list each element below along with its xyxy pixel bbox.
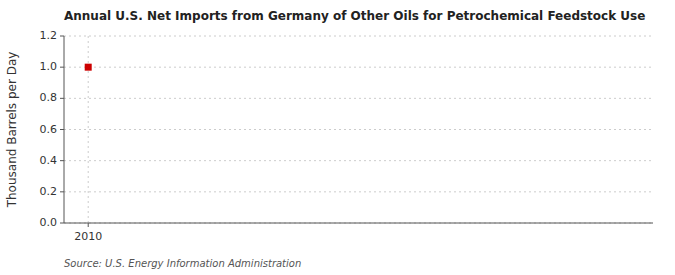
y-tick xyxy=(60,191,64,192)
chart-container: 0.0 0.2 0.4 0.6 0.8 1.0 1.2 2010 Annual U.S. Net… xyxy=(0,0,675,275)
y-tick-label: 1.0 xyxy=(40,60,58,73)
data-point xyxy=(85,64,92,71)
x-tick-label: 2010 xyxy=(74,230,102,243)
y-tick-label: 0.6 xyxy=(40,123,58,136)
y-tick xyxy=(60,36,64,37)
y-grid-line xyxy=(64,160,653,161)
y-tick xyxy=(60,129,64,130)
y-grid-line xyxy=(64,223,653,224)
y-tick-label: 1.2 xyxy=(40,29,58,42)
y-grid-line xyxy=(64,36,653,37)
page: {"chart_data": {"type": "scatter", "titl… xyxy=(0,0,675,275)
y-tick xyxy=(60,160,64,161)
y-grid-line xyxy=(64,129,653,130)
source-note: Source: U.S. Energy Information Administ… xyxy=(64,258,301,269)
data-marks xyxy=(85,64,92,71)
y-tick-label: 0.8 xyxy=(40,91,58,104)
chart-svg: 0.0 0.2 0.4 0.6 0.8 1.0 1.2 2010 Annual U.S. Net… xyxy=(0,0,675,275)
axes: 0.0 0.2 0.4 0.6 0.8 1.0 1.2 2010 xyxy=(40,29,654,243)
y-grid-line xyxy=(64,98,653,99)
y-tick xyxy=(60,98,64,99)
chart-title: Annual U.S. Net Imports from Germany of … xyxy=(64,9,645,23)
y-tick-label: 0.4 xyxy=(40,154,58,167)
x-tick xyxy=(88,223,89,227)
y-grid-line xyxy=(64,191,653,192)
y-grid-line xyxy=(64,67,653,68)
y-tick xyxy=(60,223,64,224)
x-axis-line xyxy=(64,223,653,224)
grid xyxy=(64,36,653,223)
y-tick-label: 0.2 xyxy=(40,185,58,198)
y-tick xyxy=(60,67,64,68)
y-tick-label: 0.0 xyxy=(40,216,58,229)
y-axis-label: Thousand Barrels per Day xyxy=(5,52,19,209)
